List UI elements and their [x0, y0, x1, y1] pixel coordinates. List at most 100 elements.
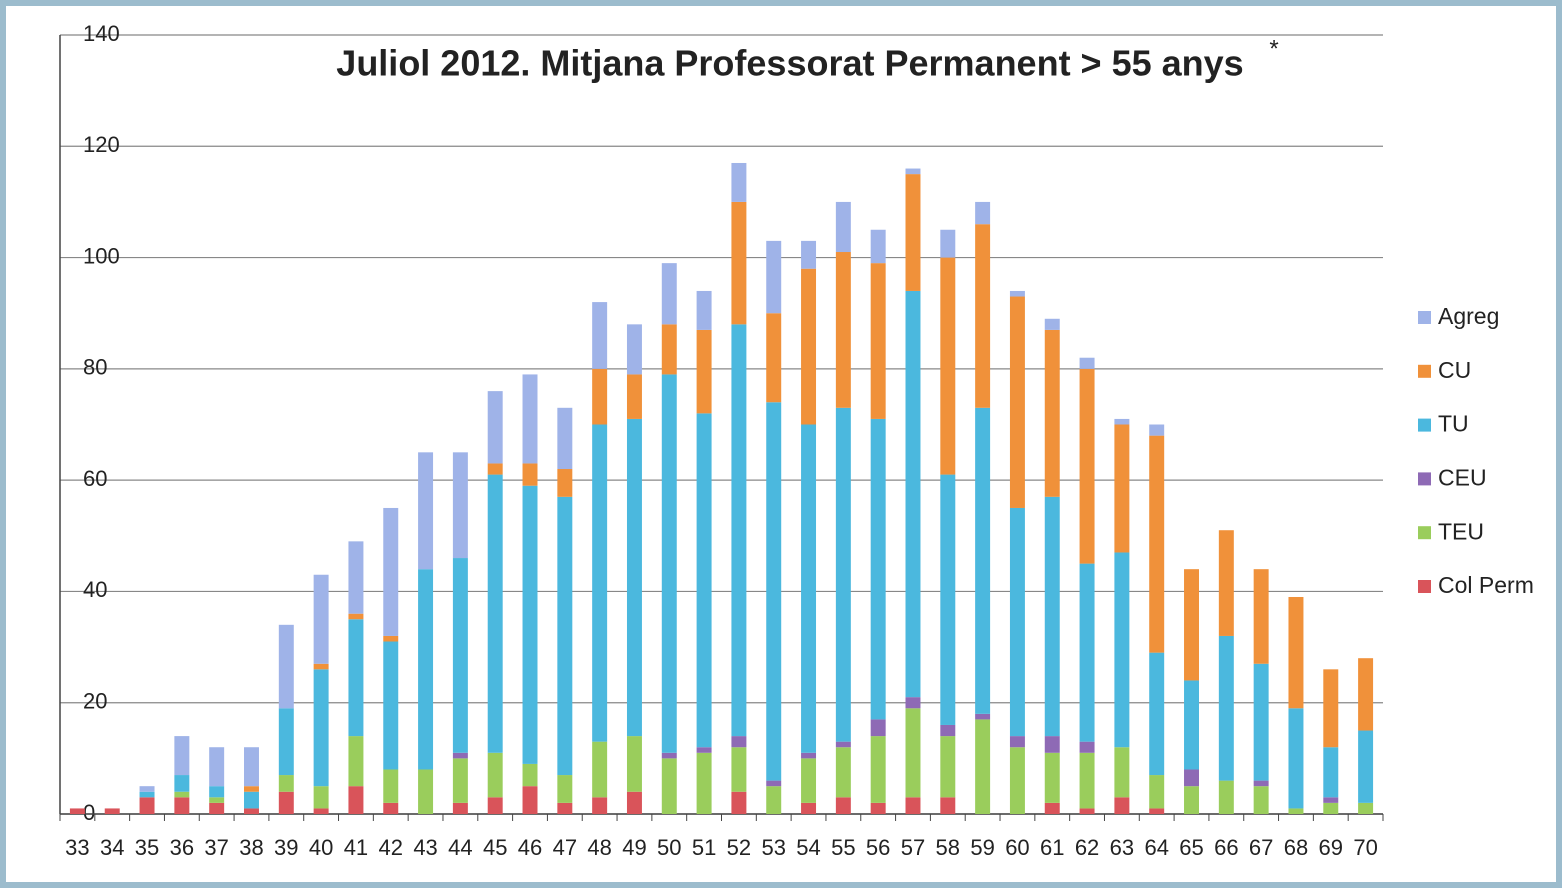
bar-segment — [557, 802, 573, 814]
bar-segment — [1218, 530, 1234, 636]
bar-segment — [731, 324, 747, 737]
bar-segment — [313, 669, 329, 787]
bar-segment — [975, 224, 991, 408]
x-tick-label: 40 — [309, 835, 333, 860]
bar-segment — [1218, 780, 1234, 814]
bar-segment — [139, 786, 155, 792]
bar-segment — [731, 162, 747, 202]
bar-segment — [1114, 424, 1130, 553]
bar-segment — [348, 541, 364, 614]
bar-segment — [1079, 741, 1095, 753]
bar-segment — [348, 613, 364, 620]
bar-segment — [209, 797, 225, 803]
bar-segment — [1184, 786, 1199, 814]
y-tick-label: 100 — [83, 243, 120, 268]
bar-segment — [557, 496, 573, 776]
bar-segment — [452, 752, 468, 759]
bar-segment — [592, 797, 608, 814]
bar-segment — [801, 424, 817, 753]
x-tick-label: 35 — [135, 835, 159, 860]
bar-segment — [1288, 596, 1304, 709]
bar-segment — [1323, 747, 1339, 798]
bar-segment — [870, 229, 886, 264]
bar-segment — [1009, 747, 1025, 814]
x-tick-label: 34 — [100, 835, 124, 860]
bar-segment — [418, 769, 434, 814]
bar-segment — [1253, 786, 1269, 814]
bar-segment — [1009, 736, 1025, 748]
bar-segment — [174, 775, 190, 792]
bar-segment — [487, 391, 503, 464]
x-tick-label: 60 — [1005, 835, 1029, 860]
bar-segment — [1149, 424, 1165, 436]
bar-segment — [557, 469, 573, 497]
bar-segment — [487, 797, 503, 814]
x-tick-label: 39 — [274, 835, 298, 860]
legend-label: TEU — [1438, 518, 1484, 544]
bar-segment — [766, 240, 782, 314]
bar-segment — [940, 736, 956, 798]
bar-segment — [801, 268, 817, 425]
bar-segment — [418, 452, 434, 570]
bar-segment — [661, 324, 677, 375]
bar-segment — [1114, 552, 1130, 748]
bar-segment — [452, 758, 468, 803]
x-tick-label: 63 — [1110, 835, 1134, 860]
legend-swatch — [1418, 526, 1431, 540]
x-tick-label: 37 — [204, 835, 228, 860]
x-tick-label: 68 — [1284, 835, 1308, 860]
bar-segment — [278, 624, 294, 709]
bar-segment — [487, 463, 503, 475]
bar-segment — [731, 791, 747, 814]
bar-segment — [348, 619, 364, 737]
bar-segment — [452, 558, 468, 753]
bar-segment — [661, 752, 677, 759]
bar-segment — [940, 724, 956, 737]
bar-segment — [313, 786, 329, 809]
legend-swatch — [1418, 418, 1431, 432]
bar-segment — [766, 780, 782, 787]
bar-segment — [801, 240, 817, 269]
bar-segment — [383, 769, 399, 803]
bar-segment — [592, 424, 608, 742]
legend-label: CEU — [1438, 464, 1487, 490]
bar-segment — [731, 747, 747, 792]
bar-segment — [418, 569, 434, 770]
legend-swatch — [1418, 472, 1431, 486]
bar-segment — [209, 802, 225, 814]
x-tick-label: 46 — [518, 835, 542, 860]
bar-segment — [244, 808, 259, 814]
x-tick-label: 38 — [239, 835, 263, 860]
bar-segment — [557, 775, 573, 803]
bar-segment — [383, 507, 399, 636]
bar-segment — [209, 786, 225, 798]
x-tick-label: 52 — [727, 835, 751, 860]
y-tick-label: 140 — [83, 21, 120, 46]
bar-segment — [487, 474, 503, 753]
bar-segment — [1079, 563, 1095, 742]
x-tick-label: 64 — [1144, 835, 1168, 860]
bar-segment — [835, 201, 851, 253]
bar-segment — [835, 747, 851, 798]
bar-segment — [278, 791, 294, 814]
x-tick-label: 56 — [866, 835, 890, 860]
x-tick-label: 61 — [1040, 835, 1064, 860]
legend-label: Agreg — [1438, 303, 1499, 329]
bar-segment — [626, 324, 642, 375]
x-tick-label: 43 — [413, 835, 437, 860]
bar-segment — [383, 635, 399, 642]
bar-segment — [313, 808, 329, 814]
y-tick-label: 120 — [83, 132, 120, 157]
x-tick-label: 53 — [761, 835, 785, 860]
bar-segment — [1009, 507, 1025, 737]
bar-segment — [1358, 730, 1374, 803]
bar-segment — [766, 313, 782, 403]
bar-segment — [940, 474, 956, 725]
bar-segment — [278, 708, 294, 776]
x-tick-label: 59 — [970, 835, 994, 860]
x-tick-label: 66 — [1214, 835, 1238, 860]
x-tick-label: 69 — [1319, 835, 1343, 860]
bar-segment — [696, 329, 712, 414]
bar-segment — [1044, 752, 1060, 803]
bar-segment — [975, 719, 991, 814]
